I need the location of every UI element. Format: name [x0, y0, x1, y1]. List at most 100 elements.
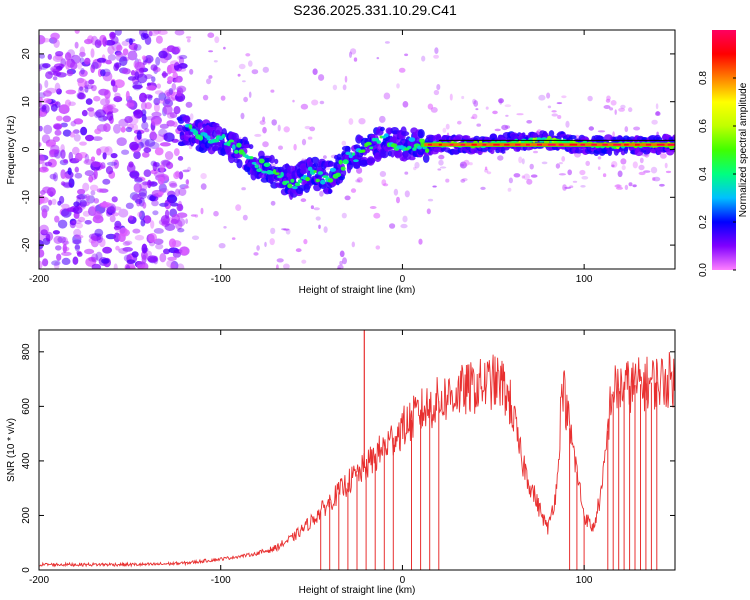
speckle [418, 238, 423, 245]
noise-blob [124, 240, 133, 246]
noise-blob [62, 129, 72, 137]
noise-blob [77, 188, 86, 195]
noise-blob [146, 85, 157, 91]
speckle [505, 114, 509, 117]
noise-blob [118, 247, 129, 254]
noise-blob [80, 68, 85, 75]
noise-blob [167, 76, 174, 83]
noise-blob [111, 196, 118, 203]
speckle [245, 53, 251, 57]
speckle [231, 237, 236, 240]
noise-blob [158, 219, 169, 226]
speckle [611, 164, 615, 168]
speckle [183, 185, 190, 189]
speckle [187, 38, 191, 43]
speckle [504, 104, 512, 108]
carrier-band-hot [471, 143, 477, 146]
ridge-halo [454, 134, 464, 141]
noise-blob [60, 149, 66, 159]
noise-blob [76, 194, 88, 200]
carrier-band-hot [536, 143, 542, 146]
speckle [633, 126, 641, 131]
ridge-core [198, 135, 204, 141]
speckle [504, 125, 511, 129]
noise-blob [143, 169, 152, 177]
speckle [300, 103, 309, 110]
speckle [404, 53, 409, 57]
speckle [339, 260, 343, 266]
speckle [547, 105, 552, 109]
ridge-core [212, 138, 220, 143]
noise-blob [152, 210, 159, 216]
speckle [445, 178, 450, 183]
ridge-core [384, 133, 389, 138]
speckle [565, 120, 570, 128]
noise-blob [114, 50, 122, 56]
noise-blob [57, 236, 66, 244]
speckle [319, 190, 324, 197]
noise-blob [68, 178, 75, 188]
speckle [238, 63, 246, 70]
colorbar-tick-label: 0.4 [698, 167, 709, 181]
noise-blob [159, 142, 171, 147]
speckle [558, 162, 563, 165]
noise-blob [170, 202, 179, 207]
noise-blob [88, 256, 97, 262]
ridge-halo [303, 183, 310, 193]
noise-blob [147, 179, 152, 189]
noise-blob [113, 159, 119, 169]
carrier-band-hot [438, 143, 442, 146]
speckle [293, 143, 297, 151]
noise-blob [113, 64, 119, 72]
noise-blob [142, 60, 147, 65]
noise-blob [149, 194, 156, 202]
noise-blob [173, 148, 180, 157]
colorbar-tick-label: 0.0 [698, 263, 709, 277]
noise-blob [177, 156, 184, 161]
noise-blob [148, 30, 160, 36]
speckle [242, 80, 246, 83]
noise-blob [106, 111, 114, 121]
ridge-core [305, 176, 310, 182]
spectrogram-heatmap [39, 30, 675, 277]
ridge-core [258, 158, 265, 164]
speckle [208, 75, 213, 79]
noise-blob [93, 198, 100, 204]
ridge-core [261, 170, 268, 174]
carrier-band-hot [602, 143, 608, 146]
ridge-halo [269, 154, 275, 164]
speckle [427, 103, 434, 110]
speckle [262, 141, 269, 148]
noise-blob [68, 151, 74, 162]
noise-blob [95, 109, 106, 118]
speckle [541, 161, 548, 165]
noise-blob [170, 260, 179, 269]
noise-blob [106, 104, 114, 110]
speckle [461, 95, 465, 100]
noise-blob [45, 87, 57, 94]
noise-blob [150, 64, 158, 71]
noise-blob [39, 100, 42, 107]
ridge-core [408, 137, 416, 143]
speckle [516, 113, 524, 116]
noise-blob [54, 129, 62, 136]
speckle [344, 75, 348, 83]
noise-blob [72, 206, 83, 214]
speckle [556, 102, 563, 105]
noise-blob [39, 249, 45, 258]
noise-blob [73, 118, 84, 125]
speckle [379, 171, 387, 177]
noise-blob [122, 241, 131, 246]
noise-blob [102, 37, 108, 47]
noise-blob [78, 152, 88, 159]
speckle [462, 178, 468, 182]
speckle [650, 166, 658, 174]
ridge-halo [177, 124, 184, 132]
speckle [275, 273, 279, 277]
noise-blob [39, 35, 46, 45]
noise-blob [173, 106, 181, 115]
noise-blob [147, 255, 158, 263]
speckle [402, 101, 409, 108]
speckle [277, 124, 281, 132]
noise-blob [155, 243, 164, 250]
